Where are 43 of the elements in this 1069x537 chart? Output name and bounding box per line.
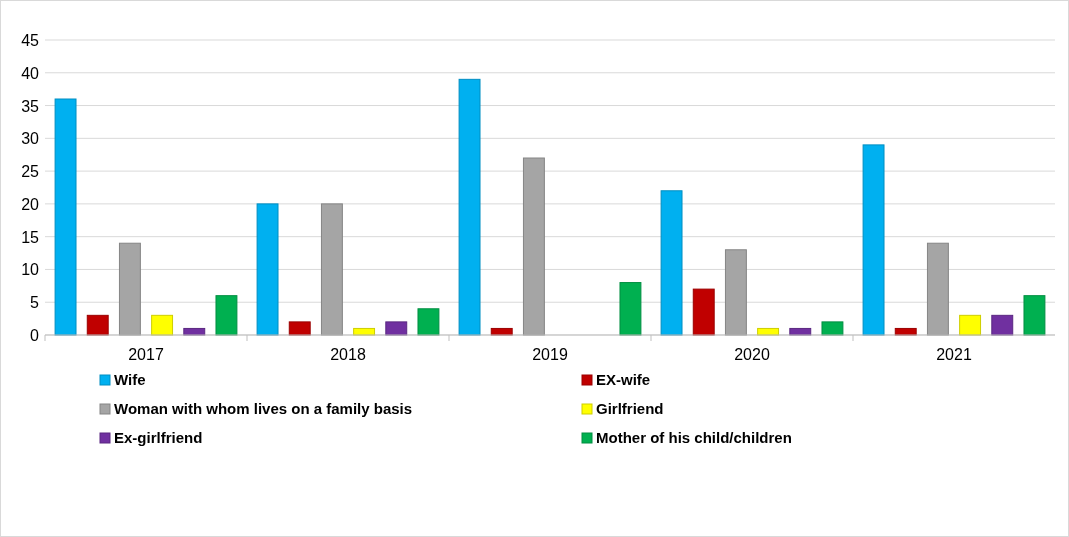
y-tick-label: 45 bbox=[21, 32, 40, 49]
x-tick-label: 2021 bbox=[936, 346, 972, 363]
legend-label: Wife bbox=[114, 371, 146, 388]
x-tick-label: 2019 bbox=[532, 346, 568, 363]
bar bbox=[151, 314, 174, 336]
bar bbox=[256, 203, 279, 336]
legend-label: Ex-girlfriend bbox=[114, 429, 203, 446]
bar bbox=[619, 282, 642, 336]
legend-label: Girlfriend bbox=[596, 400, 664, 417]
bar bbox=[86, 314, 109, 336]
bar bbox=[458, 78, 481, 336]
bar bbox=[522, 157, 545, 336]
y-tick-label: 15 bbox=[21, 228, 40, 246]
y-tick-label: 40 bbox=[21, 64, 40, 82]
bar bbox=[660, 190, 683, 336]
bar bbox=[959, 314, 982, 336]
y-tick-label: 10 bbox=[21, 261, 40, 279]
y-tick-label: 20 bbox=[21, 195, 40, 213]
bar bbox=[215, 295, 238, 336]
bar bbox=[821, 321, 844, 336]
legend-label: Woman with whom lives on a family basis bbox=[114, 400, 413, 417]
bar bbox=[288, 321, 311, 336]
bar bbox=[862, 144, 885, 336]
legend-label: Mother of his child/children bbox=[596, 429, 792, 446]
bar bbox=[385, 321, 408, 336]
y-tick-label: 0 bbox=[30, 327, 40, 344]
bar bbox=[417, 308, 440, 336]
legend-label: EX-wife bbox=[596, 371, 651, 388]
bar bbox=[54, 98, 77, 336]
x-tick-label: 2017 bbox=[128, 346, 164, 363]
y-tick-label: 30 bbox=[21, 130, 40, 148]
y-tick-label: 35 bbox=[21, 97, 40, 115]
y-tick-label: 25 bbox=[21, 163, 40, 181]
bar bbox=[991, 314, 1014, 336]
bar bbox=[1023, 295, 1046, 336]
x-tick-label: 2020 bbox=[734, 346, 770, 363]
bar bbox=[320, 203, 343, 336]
bar bbox=[926, 242, 949, 336]
bar bbox=[118, 242, 141, 336]
y-tick-label: 5 bbox=[30, 294, 40, 312]
bar bbox=[692, 288, 715, 336]
x-tick-label: 2018 bbox=[330, 346, 366, 363]
bar bbox=[724, 249, 747, 336]
